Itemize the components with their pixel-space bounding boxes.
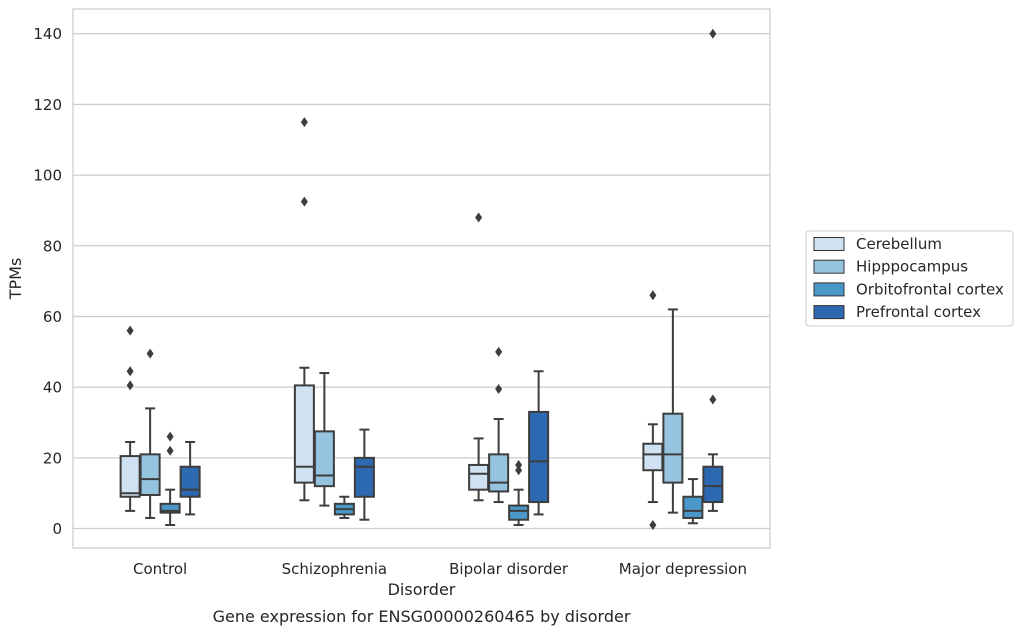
box [119,455,141,498]
y-tick-label: 0 [52,520,62,538]
outlier-point [475,212,483,223]
box-group [179,440,201,516]
box [353,456,375,498]
outlier-point [126,380,134,391]
box [508,504,530,521]
y-tick-label: 120 [33,96,62,114]
box [662,412,684,484]
box-group [528,370,550,516]
legend-frame [805,230,1014,327]
box [179,465,201,498]
y-tick-label: 40 [43,379,62,397]
outlier-point [166,431,174,442]
outlier-point [126,366,134,377]
box [139,453,161,496]
legend: Cerebellum Hipppocampus Orbitofrontal cort… [805,230,1014,327]
box-group [682,478,704,525]
box [468,463,490,491]
outlier-point [300,117,308,128]
box [159,502,181,514]
box [682,495,704,519]
box-group [642,290,664,531]
box [642,442,664,472]
outlier-point [649,290,657,301]
outlier-point [146,348,154,359]
box [488,453,510,493]
x-tick-label: Control [133,560,187,578]
legend-item: Prefrontal cortex [813,303,981,321]
y-tick-label: 80 [43,237,62,255]
box-group [702,28,724,512]
outlier-point [166,445,174,456]
box [293,384,315,484]
box-group [139,348,161,519]
legend-swatch [813,237,845,251]
legend-item: Orbitofrontal cortex [813,280,1004,298]
y-tick-label: 100 [33,167,62,185]
box [528,410,550,504]
x-tick-labels: Control Schizophrenia Bipolar disorder Majo… [133,560,747,578]
plot-frame [72,8,771,549]
box-group [159,431,181,527]
outlier-point [709,394,717,405]
y-axis-title: TPMs [6,258,25,301]
outlier-point [649,520,657,531]
outlier-point [709,28,717,39]
outlier-point [300,196,308,207]
legend-label: Hipppocampus [856,258,968,276]
y-tick-label: 140 [33,25,62,43]
chart-caption: Gene expression for ENSG00000260465 by d… [213,607,631,626]
outlier-point [515,465,523,476]
boxes [119,28,724,531]
outlier-point [495,383,503,394]
box-group [508,459,530,527]
legend-item: Hipppocampus [813,258,968,276]
box-group [468,212,490,502]
legend-label: Prefrontal cortex [856,303,981,321]
legend-label: Orbitofrontal cortex [856,280,1004,298]
y-tick-label: 60 [43,308,62,326]
box-group [353,428,375,521]
x-tick-label: Schizophrenia [282,560,387,578]
outlier-point [495,346,503,357]
legend-swatch [813,282,845,297]
x-axis-title: Disorder [388,580,456,599]
box-group [488,346,510,504]
box [702,465,724,504]
legend-item: Cerebellum [813,235,942,253]
legend-swatch [813,259,845,274]
outlier-point [126,325,134,336]
y-tick-labels: 0 20 40 60 80 100 120 140 [33,25,62,538]
box-group [119,325,141,512]
outlier-point [515,459,523,470]
y-tick-label: 20 [43,449,62,467]
x-tick-label: Bipolar disorder [449,560,569,578]
box-group [662,308,684,514]
box-group [333,495,355,519]
legend-label: Cerebellum [856,235,942,253]
box [313,430,335,488]
box-group [313,372,335,507]
legend-swatch [813,305,845,320]
x-tick-label: Major depression [619,560,747,578]
